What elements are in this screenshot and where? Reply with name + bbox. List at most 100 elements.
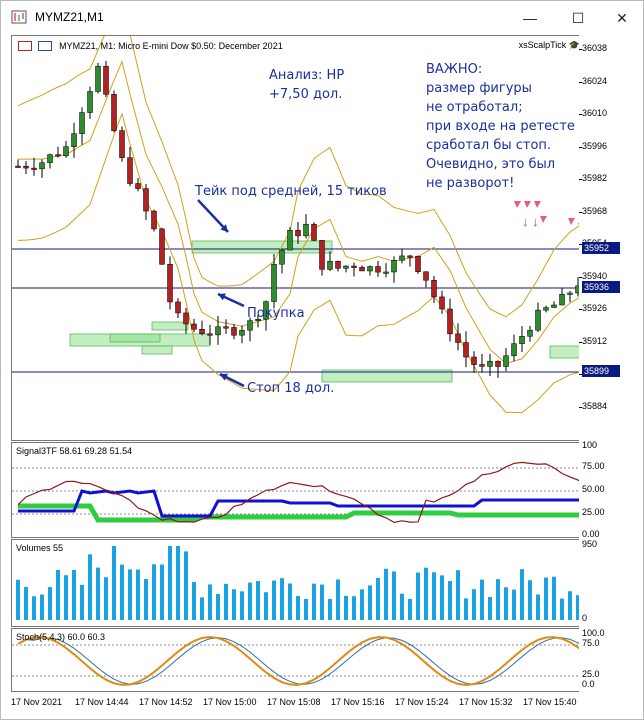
volume-bar [184, 551, 188, 620]
volume-bar [320, 584, 324, 620]
volume-bar [240, 591, 244, 620]
price-tick-mark [579, 114, 582, 115]
candle-body [375, 266, 381, 273]
volume-bar [552, 576, 556, 620]
scale-tick-label: 25.0 [582, 669, 600, 679]
candle-body [111, 94, 117, 131]
candle-body [231, 327, 237, 336]
time-label: 17 Nov 14:52 [139, 697, 193, 707]
volume-bar [104, 577, 108, 620]
volume-bar [512, 589, 516, 620]
candle-body [303, 223, 309, 237]
time-label: 17 Nov 15:32 [459, 697, 513, 707]
signal-pane[interactable]: Signal3TF 58.61 69.28 51.54 [11, 442, 589, 538]
volume-bar [168, 546, 172, 620]
candle-body [327, 261, 333, 270]
candle-body [415, 255, 421, 272]
signal-marker [568, 218, 575, 225]
hat-icon: 🎓 [568, 40, 580, 50]
volume-bar [360, 589, 364, 620]
candle-body [367, 266, 373, 272]
candle-body [511, 343, 517, 356]
candle-body [551, 304, 557, 308]
stoch-pane[interactable]: Stoch(5,4,3) 60.0 60.3 [11, 628, 589, 692]
volume-bar [472, 589, 476, 620]
candle-body [15, 165, 21, 168]
lower-band [17, 112, 587, 414]
candle-body [479, 364, 485, 367]
price-tick-label: 35926 [582, 303, 608, 313]
candle-body [63, 146, 69, 157]
volume-bar [536, 594, 540, 620]
candle-body [487, 360, 493, 367]
pattern-zone [151, 321, 189, 331]
volume-bar [560, 598, 564, 620]
important-line: сработал бы стоп. [426, 138, 552, 153]
price-tick-label: 36038 [582, 43, 608, 53]
volume-bar [32, 596, 36, 620]
volume-bar [336, 579, 340, 620]
price-chart-pane[interactable]: ↓ ↓ MYMZ21, M1: Micro E-mini Dow $0.50: D… [11, 35, 589, 441]
candle-body [431, 279, 437, 298]
annotation-arrow [197, 199, 229, 233]
candle-body [279, 249, 285, 265]
title-bar: MYMZ21,M1 — ☐ ✕ [1, 1, 643, 33]
signal-blue-line [18, 489, 586, 518]
buy-note: Покупка [247, 306, 305, 321]
volume-bar [160, 564, 164, 620]
volume-bar [528, 580, 532, 620]
volume-bar [520, 569, 524, 620]
volume-bar [96, 567, 100, 620]
volume-bar [456, 570, 460, 620]
price-tick-mark [579, 406, 582, 408]
close-button[interactable]: ✕ [616, 10, 628, 26]
price-tick-mark [579, 81, 582, 83]
scale-tick-label: 100.0 [582, 628, 605, 638]
minimize-button[interactable]: — [523, 10, 537, 26]
analysis-line-1: Анализ: НР [269, 68, 345, 83]
candle-body [215, 326, 221, 336]
candle-body [527, 329, 533, 337]
time-label: 17 Nov 15:24 [395, 697, 449, 707]
candle-body [119, 130, 125, 158]
chart-app-icon [11, 10, 27, 24]
time-label: 17 Nov 15:00 [203, 697, 257, 707]
annotation-arrow-head [220, 373, 228, 381]
pattern-zone [109, 333, 161, 343]
candle-body [335, 261, 341, 269]
volume-bar [328, 598, 332, 620]
volume-bar [408, 598, 412, 620]
volume-bar [200, 597, 204, 620]
scale-tick-label: 950 [582, 539, 598, 549]
volume-bar [368, 585, 372, 620]
candle-body [495, 360, 501, 367]
candle-body [423, 271, 429, 281]
analysis-note: Анализ: НР +7,50 дол. [269, 66, 344, 104]
time-label: 17 Nov 15:16 [331, 697, 385, 707]
important-line: размер фигуры [426, 81, 532, 96]
stoch-label: Stoch(5,4,3) 60.0 60.3 [16, 632, 106, 642]
volume-bar [112, 546, 116, 620]
signal-svg [12, 461, 588, 523]
pattern-zone [549, 345, 583, 359]
down-arrow-marker: ↓ [532, 214, 539, 229]
indicator-name: xsScalpTick 🎓 [519, 40, 580, 51]
stoch-scale: 100.0 75.0 25.0 0.0 [579, 628, 623, 692]
middle-band [18, 60, 587, 364]
time-label: 17 Nov 15:08 [267, 697, 321, 707]
pattern-zone [141, 345, 173, 355]
volumes-pane[interactable]: Volumes 55 [11, 539, 589, 627]
maximize-button[interactable]: ☐ [571, 10, 585, 26]
volume-bar [288, 583, 292, 620]
price-tick-mark [579, 276, 582, 278]
price-chart-svg: ↓ ↓ [12, 36, 588, 414]
window-title: MYMZ21,M1 [35, 10, 104, 24]
candle-body [567, 292, 573, 295]
volume-bar [176, 546, 180, 620]
candle-body [151, 210, 157, 230]
symbol-info: MYMZ21, M1: Micro E-mini Dow $0.50: Dece… [59, 41, 283, 51]
candle-body [207, 333, 213, 336]
scale-tick-label: 25.00 [582, 507, 605, 517]
scale-tick-label: 50.00 [582, 484, 605, 494]
candle-body [47, 154, 53, 163]
